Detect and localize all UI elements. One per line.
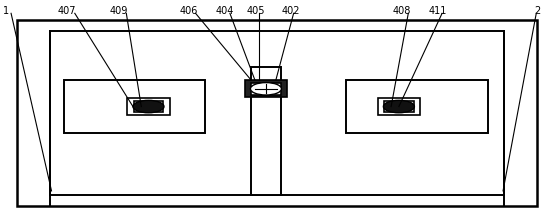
- Text: 404: 404: [215, 6, 234, 16]
- Text: 407: 407: [57, 6, 76, 16]
- Circle shape: [383, 100, 414, 113]
- Bar: [134, 101, 163, 113]
- Bar: [127, 98, 170, 115]
- Bar: [384, 101, 414, 113]
- Bar: [378, 98, 420, 115]
- Bar: [245, 80, 287, 97]
- Text: 1: 1: [2, 6, 9, 16]
- Text: 405: 405: [247, 6, 265, 16]
- Text: 402: 402: [281, 6, 300, 16]
- Bar: [251, 67, 281, 195]
- Bar: [17, 20, 537, 206]
- Text: 409: 409: [110, 6, 129, 16]
- Bar: [50, 31, 504, 195]
- Bar: [64, 80, 205, 133]
- Bar: [251, 83, 281, 95]
- Bar: [346, 80, 488, 133]
- Text: 2: 2: [534, 6, 541, 16]
- Circle shape: [250, 83, 281, 95]
- Text: 408: 408: [392, 6, 411, 16]
- Text: 406: 406: [179, 6, 198, 16]
- Text: 411: 411: [428, 6, 447, 16]
- Circle shape: [133, 100, 164, 113]
